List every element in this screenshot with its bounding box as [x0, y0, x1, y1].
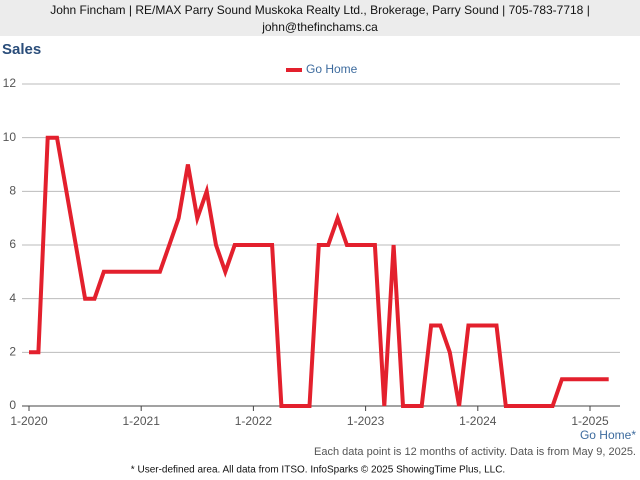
series-line: [29, 135, 609, 408]
y-tick-label: 8: [9, 184, 16, 198]
note: Each data point is 12 months of activity…: [314, 446, 636, 458]
y-tick-label: 6: [9, 237, 16, 251]
x-tick-label: 1-2020: [10, 414, 48, 428]
footer: * User-defined area. All data from ITSO.…: [131, 465, 505, 476]
header: John Fincham | RE/MAX Parry Sound Muskok…: [0, 0, 640, 36]
y-tick-label: 4: [9, 291, 16, 305]
legend-label: Go Home: [306, 62, 358, 76]
y-tick-label: 0: [9, 398, 16, 412]
y-tick-label: 12: [3, 76, 17, 90]
x-tick-label: 1-2022: [235, 414, 273, 428]
y-tick-label: 10: [3, 130, 17, 144]
y-tick-label: 2: [9, 345, 16, 359]
x-tick-label: 1-2024: [459, 414, 497, 428]
x-tick-label: 1-2023: [347, 414, 385, 428]
chart-title: Sales: [2, 41, 41, 58]
x-tick-label: 1-2021: [123, 414, 161, 428]
x-tick-label: 1-2025: [571, 414, 609, 428]
area-label: Go Home*: [580, 428, 636, 442]
